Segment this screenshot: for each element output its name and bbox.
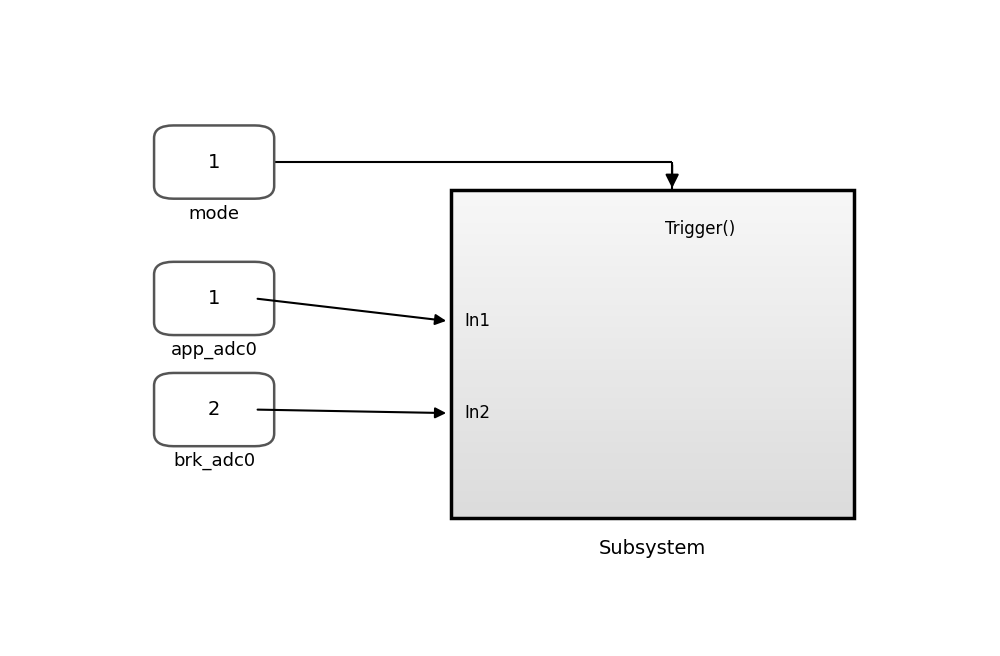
Text: Subsystem: Subsystem <box>598 539 706 558</box>
Bar <box>450 457 854 463</box>
Bar <box>450 490 854 497</box>
Text: app_adc0: app_adc0 <box>171 341 258 359</box>
Bar <box>450 358 854 365</box>
Bar <box>450 392 854 398</box>
Bar <box>450 325 854 332</box>
Bar <box>450 309 854 316</box>
Bar <box>450 484 854 491</box>
Bar <box>450 501 854 507</box>
Text: In1: In1 <box>464 312 490 330</box>
Bar <box>450 506 854 513</box>
Bar <box>450 298 854 305</box>
Bar <box>450 315 854 321</box>
Bar <box>450 364 854 371</box>
Bar <box>450 271 854 277</box>
Bar <box>450 430 854 436</box>
Bar <box>450 222 854 228</box>
Bar <box>450 512 854 518</box>
Bar <box>450 282 854 289</box>
Bar <box>450 397 854 403</box>
Bar <box>450 337 854 343</box>
Bar <box>450 348 854 354</box>
Bar <box>450 380 854 387</box>
Bar <box>450 495 854 502</box>
Text: 1: 1 <box>208 289 220 308</box>
Bar <box>450 190 854 518</box>
Bar <box>450 255 854 261</box>
Bar <box>450 424 854 430</box>
Bar <box>450 216 854 222</box>
Bar <box>450 249 854 255</box>
Bar <box>450 189 854 195</box>
Bar <box>450 227 854 234</box>
Bar <box>450 408 854 414</box>
Bar <box>450 413 854 420</box>
Bar <box>450 435 854 441</box>
Bar <box>450 276 854 283</box>
Bar <box>450 238 854 245</box>
Text: mode: mode <box>189 205 240 223</box>
Bar <box>450 200 854 206</box>
Bar <box>450 386 854 392</box>
Text: brk_adc0: brk_adc0 <box>173 452 255 470</box>
Bar <box>450 211 854 217</box>
Bar <box>450 342 854 348</box>
Text: 2: 2 <box>208 400 220 419</box>
Text: Trigger(): Trigger() <box>665 220 735 238</box>
Bar <box>450 402 854 409</box>
Bar <box>450 419 854 425</box>
FancyBboxPatch shape <box>154 373 274 446</box>
Bar <box>450 353 854 359</box>
Bar <box>450 441 854 447</box>
Bar <box>450 266 854 272</box>
Bar <box>450 233 854 239</box>
Bar <box>450 479 854 485</box>
Text: 1: 1 <box>208 153 220 172</box>
Text: In2: In2 <box>464 404 490 422</box>
Bar <box>450 375 854 381</box>
Bar <box>450 331 854 338</box>
Bar <box>450 243 854 250</box>
Bar <box>450 293 854 299</box>
Bar <box>450 446 854 453</box>
Bar <box>450 194 854 201</box>
Bar <box>450 205 854 212</box>
Bar <box>450 260 854 266</box>
Bar <box>450 320 854 327</box>
Bar <box>450 474 854 480</box>
Bar <box>450 462 854 469</box>
FancyBboxPatch shape <box>154 125 274 199</box>
Bar <box>450 287 854 294</box>
Bar <box>450 304 854 310</box>
Bar <box>450 468 854 474</box>
FancyBboxPatch shape <box>154 262 274 335</box>
Bar <box>450 451 854 458</box>
Bar <box>450 369 854 376</box>
